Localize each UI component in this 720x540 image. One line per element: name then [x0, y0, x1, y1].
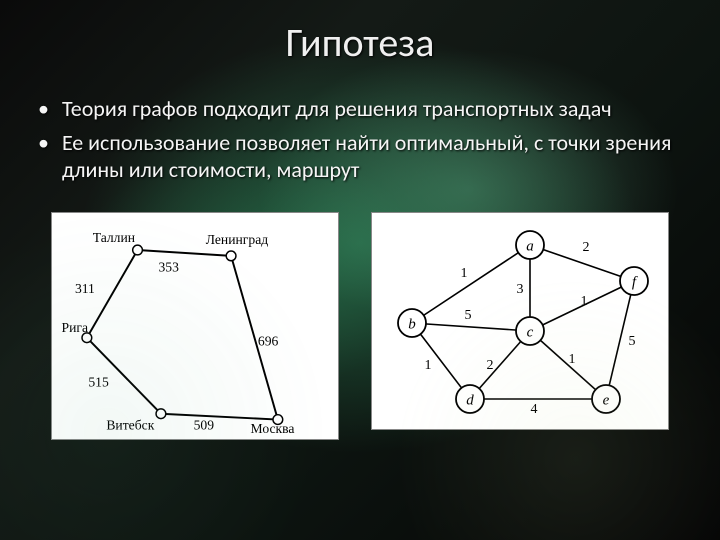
abstract-graph-panel: 1325121145abcdef — [371, 212, 669, 430]
svg-text:311: 311 — [75, 280, 95, 295]
svg-text:1: 1 — [569, 352, 576, 367]
diagram-row: 311353515509696РигаТаллинЛенинградВитебс… — [0, 212, 720, 440]
svg-text:Москва: Москва — [251, 421, 295, 436]
svg-text:4: 4 — [531, 402, 538, 417]
svg-text:5: 5 — [465, 308, 472, 323]
bullet-item: Теория графов подходит для решения транс… — [58, 95, 680, 123]
svg-text:3: 3 — [517, 282, 524, 297]
svg-text:2: 2 — [487, 358, 494, 373]
svg-text:d: d — [466, 392, 474, 408]
svg-text:1: 1 — [425, 358, 432, 373]
svg-text:509: 509 — [194, 417, 215, 432]
bullet-item: Ее использование позволяет найти оптимал… — [58, 129, 680, 184]
svg-text:a: a — [526, 238, 534, 254]
svg-text:c: c — [527, 324, 534, 340]
cities-graph: 311 353 515 509 696 Рига Таллин Ленинград Витебс… — [52, 213, 340, 441]
svg-text:5: 5 — [629, 334, 636, 349]
slide-title: Гипотеза — [0, 0, 720, 67]
abstract-graph: 1325121145abcdef — [372, 213, 670, 431]
svg-text:Витебск: Витебск — [106, 417, 154, 432]
svg-text:2: 2 — [583, 240, 590, 255]
svg-text:Рига: Рига — [62, 319, 89, 334]
svg-text:515: 515 — [88, 374, 109, 389]
svg-text:Ленинград: Ленинград — [206, 232, 269, 247]
svg-text:e: e — [603, 392, 610, 408]
bullet-list: Теория графов подходит для решения транс… — [58, 95, 680, 184]
svg-text:1: 1 — [581, 294, 588, 309]
svg-text:696: 696 — [258, 333, 279, 348]
svg-text:353: 353 — [158, 259, 179, 274]
svg-text:1: 1 — [461, 266, 468, 281]
svg-text:Таллин: Таллин — [93, 230, 135, 245]
svg-text:b: b — [408, 316, 416, 332]
cities-graph-panel: 311 353 515 509 696 Рига Таллин Ленинград Витебс… — [51, 212, 339, 440]
